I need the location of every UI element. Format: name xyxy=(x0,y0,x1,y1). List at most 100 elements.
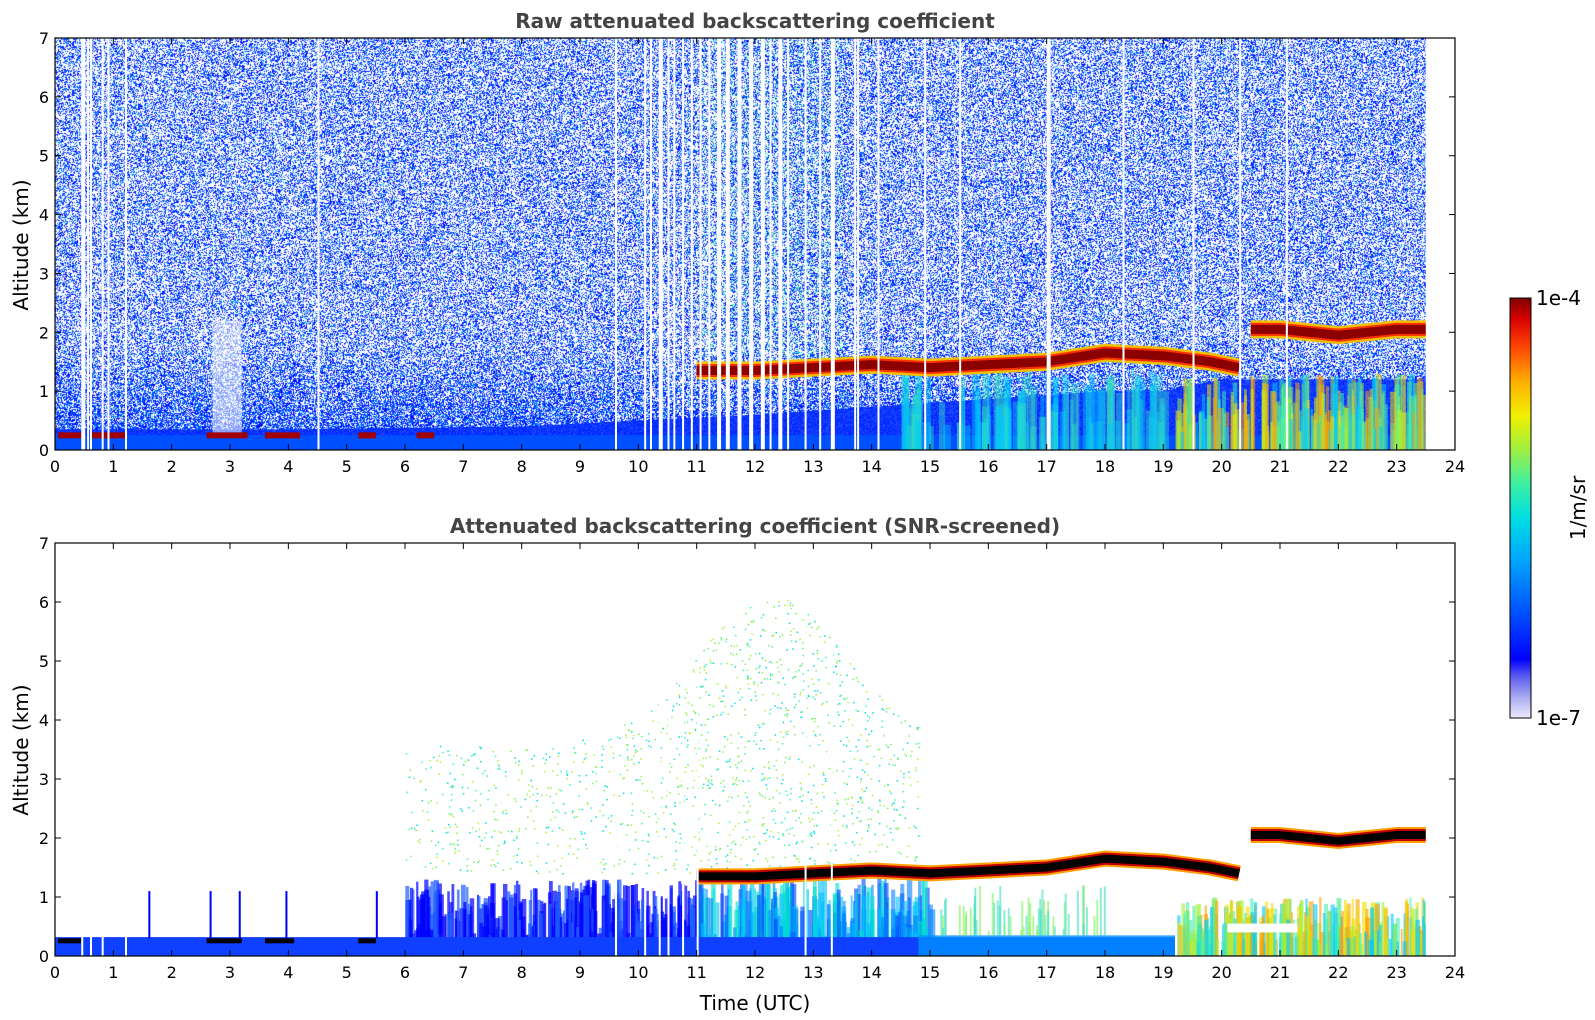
screened-point xyxy=(718,697,721,699)
aerosol-plume xyxy=(1332,925,1335,956)
screened-point xyxy=(814,734,817,736)
aerosol-plume xyxy=(1031,385,1037,450)
data-gap xyxy=(658,543,661,956)
blue-signal xyxy=(408,899,412,939)
screened-point xyxy=(684,697,687,699)
aerosol-plume xyxy=(915,420,921,450)
screened-point xyxy=(754,734,756,736)
screened-point xyxy=(853,860,856,862)
screened-point xyxy=(825,656,827,659)
screened-point xyxy=(750,699,753,702)
screened-point xyxy=(799,796,801,798)
blue-signal xyxy=(430,881,435,939)
screened-gap xyxy=(1227,923,1298,933)
screened-point xyxy=(693,671,695,673)
screened-point xyxy=(860,820,862,822)
screened-point xyxy=(556,844,559,847)
screened-point xyxy=(885,744,888,746)
screened-point xyxy=(631,872,633,875)
aerosol-signal xyxy=(753,888,756,939)
screened-point xyxy=(814,620,816,623)
screened-point xyxy=(698,839,700,842)
upper-cloud-layer xyxy=(1250,831,1426,845)
low-cloud xyxy=(265,432,300,439)
aerosol-plume xyxy=(1138,399,1144,450)
screened-point xyxy=(419,841,421,844)
screened-point xyxy=(424,788,427,791)
screened-point xyxy=(716,714,718,716)
aerosol-plume xyxy=(986,414,991,450)
aerosol-plume xyxy=(1030,426,1037,450)
screened-point xyxy=(695,769,698,772)
aerosol-plume xyxy=(1390,913,1394,956)
chart-snr-screened-backscatter: Attenuated backscattering coefficient (S… xyxy=(9,514,1465,1015)
screened-point xyxy=(585,756,588,759)
blue-signal xyxy=(646,923,650,939)
screened-point xyxy=(710,640,712,642)
screened-point xyxy=(631,802,634,805)
aerosol-plume xyxy=(1381,902,1385,956)
aerosol-plume xyxy=(1016,405,1025,450)
screened-point xyxy=(601,745,604,748)
aerosol-signal xyxy=(817,919,821,939)
aerosol-signal xyxy=(922,877,928,939)
screened-point xyxy=(801,732,804,734)
screened-point xyxy=(802,689,805,691)
screened-point xyxy=(417,840,420,842)
screened-point xyxy=(441,793,444,796)
screened-point xyxy=(483,837,486,839)
screened-point xyxy=(833,812,836,815)
aerosol-plume xyxy=(1098,388,1106,450)
screened-point xyxy=(503,842,505,845)
aerosol-signal xyxy=(812,875,817,939)
screened-point xyxy=(795,612,797,615)
screened-point xyxy=(527,816,529,819)
aerosol-plume xyxy=(1204,920,1209,956)
aerosol-plume xyxy=(1189,384,1193,450)
screened-point xyxy=(729,852,732,854)
aerosol-plume xyxy=(1217,407,1221,450)
spike xyxy=(285,891,288,939)
screened-point xyxy=(660,731,662,734)
screened-point xyxy=(866,739,868,742)
aerosol-plume xyxy=(1135,376,1141,450)
screened-point xyxy=(833,725,836,727)
screened-point xyxy=(525,749,527,752)
aerosol-plume xyxy=(998,905,1001,936)
screened-point xyxy=(744,628,747,631)
aerosol-plume xyxy=(1148,416,1156,450)
aerosol-plume xyxy=(1325,386,1329,450)
screened-point xyxy=(746,864,748,866)
aerosol-plume xyxy=(1272,392,1277,450)
screened-point xyxy=(771,810,774,812)
data-gap xyxy=(87,38,90,450)
screened-point xyxy=(601,754,603,756)
screened-point xyxy=(762,817,765,819)
screened-point xyxy=(666,794,668,797)
screened-point xyxy=(687,701,690,704)
x-tick-label: 9 xyxy=(575,457,585,476)
screened-point xyxy=(814,859,816,862)
screened-point xyxy=(671,716,673,718)
aerosol-plume xyxy=(1317,943,1322,956)
aerosol-plume xyxy=(940,909,943,936)
screened-point xyxy=(897,715,900,717)
screened-point xyxy=(745,838,748,841)
screened-point xyxy=(545,831,547,834)
screened-point xyxy=(700,860,703,862)
screened-point xyxy=(879,804,882,807)
aerosol-plume xyxy=(1384,906,1388,956)
screened-point xyxy=(767,761,770,763)
screened-point xyxy=(685,712,687,714)
screened-point xyxy=(487,798,489,801)
screened-point xyxy=(828,636,831,639)
screened-point xyxy=(578,795,580,797)
screened-point xyxy=(504,770,507,773)
screened-point xyxy=(518,828,521,830)
aerosol-signal xyxy=(922,918,926,939)
aerosol-plume xyxy=(1110,384,1115,450)
screened-point xyxy=(712,638,715,641)
screened-point xyxy=(853,668,856,670)
x-tick-label: 3 xyxy=(225,963,235,982)
screened-point xyxy=(739,649,742,651)
